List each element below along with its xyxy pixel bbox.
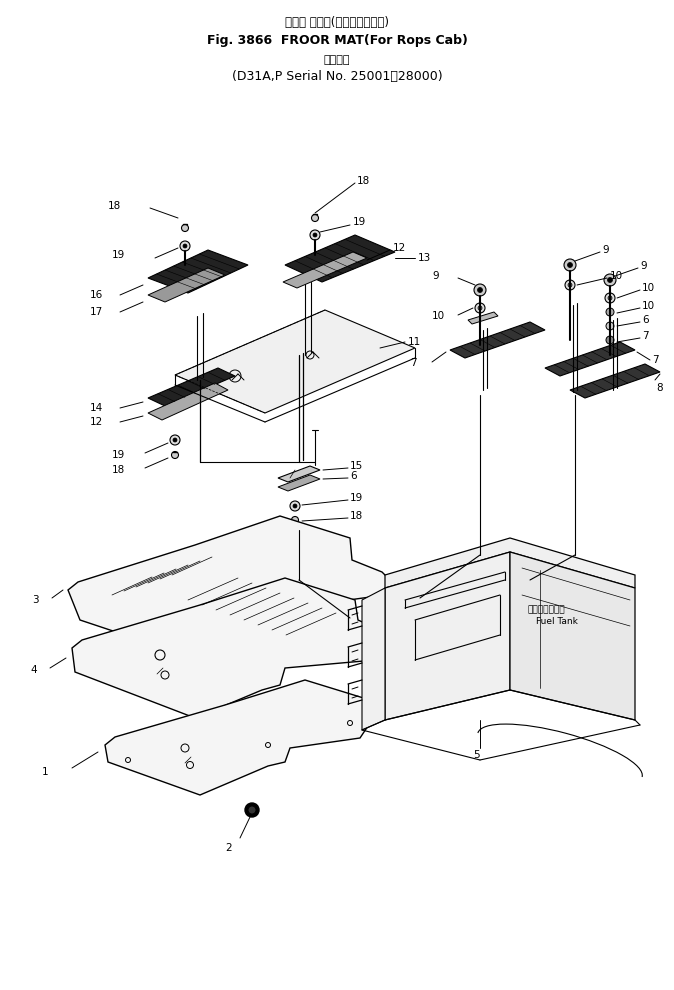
Polygon shape bbox=[148, 268, 225, 302]
Polygon shape bbox=[545, 342, 635, 376]
Polygon shape bbox=[285, 235, 395, 282]
Polygon shape bbox=[278, 475, 320, 491]
Polygon shape bbox=[385, 552, 510, 720]
Polygon shape bbox=[450, 322, 545, 358]
Circle shape bbox=[604, 274, 616, 286]
Circle shape bbox=[180, 241, 190, 251]
Text: 6: 6 bbox=[642, 315, 648, 325]
Circle shape bbox=[568, 262, 572, 267]
Text: 12: 12 bbox=[90, 417, 103, 427]
Text: 19: 19 bbox=[353, 217, 366, 227]
Circle shape bbox=[606, 322, 614, 330]
Circle shape bbox=[608, 296, 612, 300]
Text: 18: 18 bbox=[112, 465, 125, 475]
Text: 18: 18 bbox=[108, 201, 121, 211]
Text: 10: 10 bbox=[642, 283, 655, 293]
Text: 12: 12 bbox=[393, 243, 406, 253]
Circle shape bbox=[310, 230, 320, 240]
Text: 3: 3 bbox=[32, 595, 38, 605]
Text: Fuel Tank: Fuel Tank bbox=[536, 618, 578, 627]
Text: 10: 10 bbox=[642, 301, 655, 311]
Text: 19: 19 bbox=[350, 493, 363, 503]
Circle shape bbox=[565, 280, 575, 290]
Polygon shape bbox=[72, 578, 385, 718]
Text: 11: 11 bbox=[408, 337, 421, 347]
Text: 15: 15 bbox=[350, 461, 363, 471]
Circle shape bbox=[475, 303, 485, 313]
Polygon shape bbox=[148, 250, 248, 293]
Circle shape bbox=[477, 287, 483, 292]
Polygon shape bbox=[148, 383, 228, 420]
Text: 1: 1 bbox=[42, 767, 49, 777]
Text: 13: 13 bbox=[418, 253, 431, 263]
Text: 10: 10 bbox=[432, 311, 445, 321]
Polygon shape bbox=[283, 252, 367, 288]
Circle shape bbox=[293, 504, 297, 508]
Text: 9: 9 bbox=[432, 271, 439, 281]
Text: 9: 9 bbox=[640, 261, 646, 271]
Text: 適用号機: 適用号機 bbox=[324, 55, 350, 65]
Text: 19: 19 bbox=[112, 450, 125, 460]
Text: 6: 6 bbox=[350, 471, 357, 481]
Circle shape bbox=[291, 517, 299, 524]
Text: 17: 17 bbox=[90, 307, 103, 317]
Text: 5: 5 bbox=[473, 750, 480, 760]
Polygon shape bbox=[362, 588, 385, 730]
Text: 7: 7 bbox=[652, 355, 658, 365]
Circle shape bbox=[606, 336, 614, 344]
Polygon shape bbox=[510, 552, 635, 720]
Polygon shape bbox=[385, 538, 635, 588]
Text: (D31A,P Serial No. 25001～28000): (D31A,P Serial No. 25001～28000) bbox=[232, 70, 442, 83]
Text: 14: 14 bbox=[90, 403, 103, 413]
Text: 2: 2 bbox=[225, 843, 232, 853]
Circle shape bbox=[171, 451, 179, 458]
Polygon shape bbox=[468, 312, 498, 324]
Circle shape bbox=[313, 233, 317, 237]
Text: 16: 16 bbox=[90, 290, 103, 300]
Circle shape bbox=[568, 283, 572, 287]
Text: 18: 18 bbox=[357, 176, 370, 186]
Circle shape bbox=[181, 225, 189, 232]
Text: 10: 10 bbox=[610, 271, 623, 281]
Polygon shape bbox=[278, 466, 320, 482]
Text: Fig. 3866  FROOR MAT(For Rops Cab): Fig. 3866 FROOR MAT(For Rops Cab) bbox=[206, 34, 468, 47]
Circle shape bbox=[607, 277, 613, 282]
Circle shape bbox=[173, 438, 177, 442]
Text: フュエルタンク: フュエルタンク bbox=[528, 606, 565, 615]
Text: 7: 7 bbox=[410, 358, 417, 368]
Circle shape bbox=[245, 803, 259, 817]
Circle shape bbox=[478, 306, 482, 310]
Text: 18: 18 bbox=[350, 511, 363, 521]
Circle shape bbox=[606, 308, 614, 316]
Circle shape bbox=[290, 501, 300, 511]
Polygon shape bbox=[105, 680, 372, 795]
Polygon shape bbox=[175, 310, 415, 413]
Text: フロア マット(ロプスキャブ用): フロア マット(ロプスキャブ用) bbox=[285, 16, 389, 29]
Circle shape bbox=[311, 215, 319, 222]
Text: 4: 4 bbox=[30, 665, 36, 675]
Circle shape bbox=[474, 284, 486, 296]
Text: 7: 7 bbox=[642, 331, 648, 341]
Polygon shape bbox=[68, 516, 390, 660]
Circle shape bbox=[605, 293, 615, 303]
Circle shape bbox=[564, 259, 576, 271]
Circle shape bbox=[248, 806, 256, 814]
Circle shape bbox=[170, 435, 180, 445]
Text: 9: 9 bbox=[602, 245, 609, 255]
Circle shape bbox=[183, 244, 187, 248]
Polygon shape bbox=[148, 368, 235, 406]
Text: 8: 8 bbox=[656, 383, 663, 393]
Text: 19: 19 bbox=[112, 250, 125, 260]
Polygon shape bbox=[570, 364, 660, 398]
